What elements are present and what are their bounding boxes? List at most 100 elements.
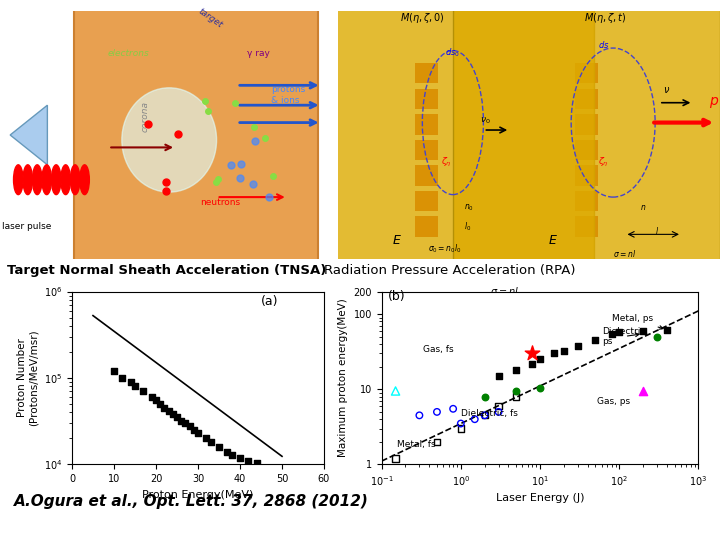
FancyBboxPatch shape: [575, 165, 598, 186]
Text: Radiation Pressure Acceleration (RPA): Radiation Pressure Acceleration (RPA): [324, 264, 575, 278]
Ellipse shape: [23, 165, 32, 194]
Text: Gas, ps: Gas, ps: [597, 397, 630, 406]
Metal, fs: [479, 411, 490, 420]
Point: [108, 367, 120, 375]
Point: [130, 382, 141, 391]
Metal, ps: [661, 326, 672, 334]
Metal, ps: [510, 366, 522, 374]
Metal, fs: [510, 392, 522, 401]
X-axis label: Laser Energy (J): Laser Energy (J): [496, 494, 584, 503]
Metal, fs: [390, 454, 401, 463]
Text: corona: corona: [141, 101, 150, 132]
Metal, ps: [534, 355, 546, 364]
Point: [243, 456, 254, 465]
Point: [526, 349, 538, 358]
Text: $n_0$: $n_0$: [464, 202, 474, 213]
Point: [154, 400, 166, 408]
Metal, ps: [548, 349, 559, 358]
Point: [150, 396, 162, 405]
Point: [192, 429, 204, 437]
Text: neutrons: neutrons: [200, 198, 240, 207]
Point: [171, 413, 183, 422]
Y-axis label: Proton Number
(Protons/MeV/msr): Proton Number (Protons/MeV/msr): [17, 330, 38, 426]
Text: Dielectric,
ps: Dielectric, ps: [602, 327, 648, 346]
Point: [479, 392, 490, 401]
Ellipse shape: [122, 88, 217, 192]
Dielectric, fs: [469, 415, 480, 423]
FancyBboxPatch shape: [575, 63, 598, 84]
Metal, ps: [526, 359, 538, 368]
FancyBboxPatch shape: [575, 114, 598, 134]
X-axis label: Proton Energy(MeV): Proton Energy(MeV): [143, 490, 253, 500]
Metal, ps: [613, 328, 625, 336]
Point: [125, 377, 137, 386]
FancyBboxPatch shape: [415, 217, 438, 237]
FancyBboxPatch shape: [575, 140, 598, 160]
Dielectric, fs: [455, 419, 467, 428]
Point: [188, 426, 199, 434]
Text: $\zeta_\eta$: $\zeta_\eta$: [598, 156, 608, 170]
Polygon shape: [10, 105, 48, 165]
Point: [204, 438, 216, 447]
Text: Metal, fs: Metal, fs: [397, 440, 436, 449]
FancyBboxPatch shape: [575, 217, 598, 237]
Text: Dielectric, fs: Dielectric, fs: [461, 409, 518, 418]
Point: [651, 333, 662, 341]
Point: [534, 383, 546, 392]
Ellipse shape: [61, 165, 71, 194]
Ellipse shape: [14, 165, 23, 194]
Text: $l_0$: $l_0$: [464, 220, 472, 233]
FancyBboxPatch shape: [327, 0, 594, 319]
Point: [234, 453, 246, 462]
Point: [179, 419, 191, 428]
Point: [251, 458, 263, 467]
Point: [146, 393, 158, 401]
Text: protons
& ions: protons & ions: [271, 85, 305, 105]
Text: A.Ogura et al., Opt. Lett. 37, 2868 (2012): A.Ogura et al., Opt. Lett. 37, 2868 (201…: [14, 494, 369, 509]
Point: [201, 434, 212, 443]
Text: (b): (b): [388, 290, 405, 303]
Text: $\sigma_0 = n_0 l_0$: $\sigma_0 = n_0 l_0$: [428, 243, 462, 255]
Metal, ps: [590, 336, 601, 345]
Point: [184, 421, 195, 430]
Text: γ ray: γ ray: [247, 49, 270, 58]
Dielectric, fs: [479, 411, 490, 420]
Ellipse shape: [71, 165, 80, 194]
Ellipse shape: [80, 165, 89, 194]
Point: [226, 450, 238, 459]
Metal, ps: [558, 347, 570, 356]
Y-axis label: Maximum proton energy(MeV): Maximum proton energy(MeV): [338, 299, 348, 457]
Dielectric, fs: [447, 404, 459, 413]
Point: [158, 403, 170, 412]
Point: [510, 387, 522, 395]
Point: [213, 442, 225, 451]
Text: (a): (a): [261, 295, 279, 308]
Metal, fs: [492, 402, 504, 410]
Point: [117, 374, 128, 382]
Metal, ps: [637, 327, 649, 335]
Ellipse shape: [51, 165, 61, 194]
Text: $M(\eta,\zeta,0)$: $M(\eta,\zeta,0)$: [400, 11, 445, 25]
Text: $\sigma = nl$: $\sigma = nl$: [613, 248, 636, 259]
Dielectric, fs: [413, 411, 425, 420]
Text: $M(\eta,\zeta,t)$: $M(\eta,\zeta,t)$: [585, 11, 626, 25]
Point: [167, 410, 179, 418]
Text: $l$: $l$: [655, 225, 660, 237]
Text: electrons: electrons: [108, 49, 150, 58]
FancyBboxPatch shape: [575, 191, 598, 211]
FancyBboxPatch shape: [575, 89, 598, 109]
Text: target: target: [196, 7, 224, 30]
Text: $E$: $E$: [549, 234, 558, 247]
FancyBboxPatch shape: [415, 191, 438, 211]
Text: $n$: $n$: [640, 202, 646, 212]
Point: [163, 406, 174, 415]
Text: $\nu_0$: $\nu_0$: [480, 116, 490, 126]
Ellipse shape: [32, 165, 42, 194]
Text: $\zeta_\eta$: $\zeta_\eta$: [441, 156, 452, 170]
FancyBboxPatch shape: [415, 89, 438, 109]
Text: $E$: $E$: [392, 234, 402, 247]
Point: [176, 416, 187, 425]
Text: $ds_0$: $ds_0$: [445, 46, 460, 59]
Dielectric, fs: [431, 408, 443, 416]
Gas, fs: [390, 387, 401, 395]
